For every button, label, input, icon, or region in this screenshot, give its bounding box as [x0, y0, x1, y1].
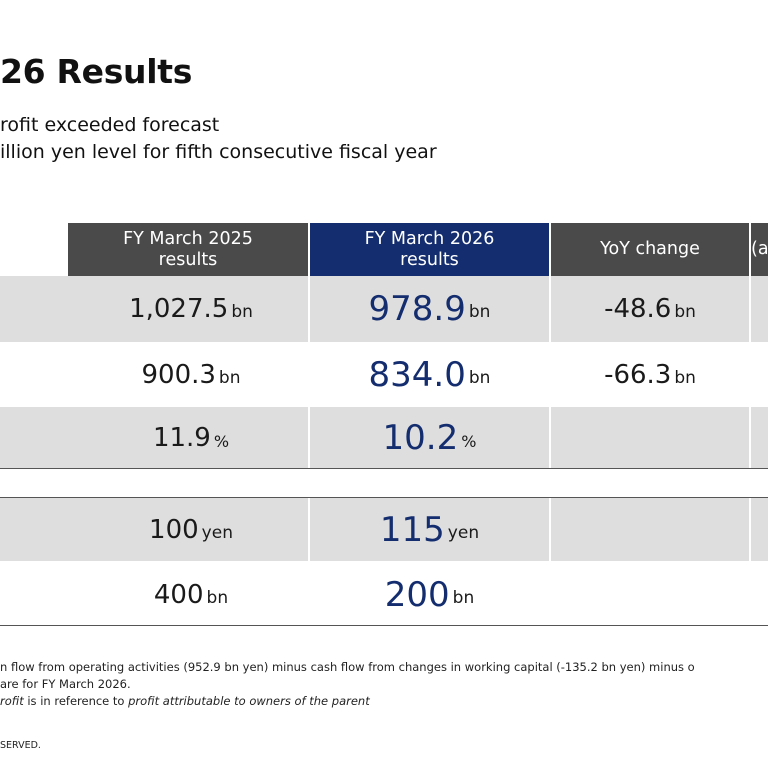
value: 115	[379, 510, 445, 550]
footnote: are for FY March 2026.	[0, 677, 131, 691]
unit: bn	[468, 302, 491, 322]
value: 200	[384, 575, 450, 615]
unit: %	[213, 431, 230, 451]
value: 1,027.5	[129, 294, 229, 324]
cell-fy2025-row3: 11.9%	[68, 405, 308, 471]
cell-yoy-row1: -48.6 bn	[551, 276, 749, 342]
header-yoy-change: YoY change	[551, 223, 749, 276]
value: 900.3	[141, 360, 216, 390]
cell-fy2025-row5: 400 bn	[68, 562, 308, 628]
table-divider	[0, 468, 768, 469]
header-line: results	[158, 249, 218, 270]
row-background	[0, 407, 768, 469]
value: 834.0	[368, 355, 466, 395]
row-background	[0, 276, 768, 342]
footnote: n flow from operating activities (952.9 …	[0, 660, 695, 674]
unit: bn	[674, 302, 696, 322]
slide-title: 26 Results	[0, 52, 193, 91]
column-separator	[749, 407, 751, 468]
value: -48.6	[604, 294, 672, 324]
column-separator	[749, 498, 751, 561]
unit: bn	[468, 368, 491, 388]
column-separator	[308, 407, 310, 468]
header-truncated-column: (a	[751, 223, 768, 276]
header-fy2026-results: FY March 2026 results	[310, 223, 549, 276]
cell-fy2026-row3: 10.2%	[310, 405, 549, 471]
cell-fy2026-row5: 200 bn	[310, 562, 549, 628]
column-separator	[549, 407, 551, 468]
cell-fy2026-row2: 834.0 bn	[310, 342, 549, 408]
header-line: YoY change	[600, 239, 700, 259]
header-line: FY March 2025	[123, 228, 253, 249]
table-divider	[0, 497, 768, 498]
cell-yoy-row2: -66.3 bn	[551, 342, 749, 408]
table-divider	[0, 625, 768, 626]
unit: yen	[201, 523, 233, 543]
unit: bn	[206, 588, 229, 608]
header-line: results	[400, 249, 459, 270]
column-separator	[749, 276, 751, 342]
unit: bn	[231, 302, 253, 322]
value: 11.9	[152, 423, 211, 453]
footnote-text: is in reference to	[23, 694, 129, 708]
column-separator	[308, 276, 310, 342]
value: 10.2	[382, 418, 459, 458]
footnote: rofit is in reference to profit attribut…	[0, 694, 370, 708]
cell-fy2025-row1: 1,027.5 bn	[68, 276, 308, 342]
cell-fy2025-row4: 100 yen	[68, 497, 308, 563]
cell-fy2026-row4: 115 yen	[310, 497, 549, 563]
unit: yen	[447, 523, 480, 543]
cell-fy2026-row1: 978.9 bn	[310, 276, 549, 342]
value: -66.3	[604, 360, 672, 390]
footnote-italic: profit attributable to owners of the par…	[128, 694, 370, 708]
value: 400	[153, 580, 204, 610]
unit: bn	[674, 368, 696, 388]
footnote-italic: rofit	[0, 694, 24, 708]
column-separator	[549, 498, 551, 561]
unit: bn	[452, 588, 475, 608]
unit: %	[461, 431, 477, 451]
value: 978.9	[368, 289, 466, 329]
bullet-point: illion yen level for fifth consecutive f…	[0, 141, 437, 163]
header-line: FY March 2026	[364, 228, 495, 249]
unit: bn	[218, 368, 241, 388]
header-fy2025-results: FY March 2025 results	[68, 223, 308, 276]
row-background	[0, 498, 768, 561]
column-separator	[549, 276, 551, 342]
bullet-point: rofit exceeded forecast	[0, 114, 220, 136]
column-separator	[308, 498, 310, 561]
copyright-notice: SERVED.	[0, 740, 41, 751]
header-line: (a	[751, 239, 768, 259]
value: 100	[149, 515, 199, 545]
cell-fy2025-row2: 900.3 bn	[68, 342, 308, 408]
